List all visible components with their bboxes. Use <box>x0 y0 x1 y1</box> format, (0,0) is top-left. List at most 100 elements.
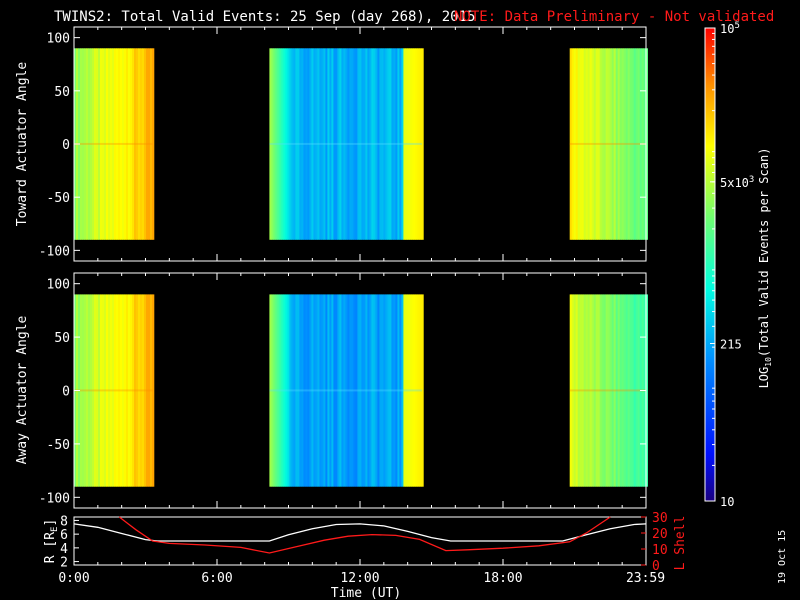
y-tick-label: -100 <box>39 491 70 506</box>
heatmap-column <box>287 294 290 487</box>
heatmap-streak <box>269 389 422 392</box>
heatmap-column <box>387 48 390 240</box>
heatmap-column <box>345 294 348 487</box>
heatmap-column <box>357 294 360 487</box>
heatmap-column <box>379 48 382 240</box>
heatmap-column <box>130 294 133 487</box>
heatmap-column <box>291 48 294 240</box>
heatmap-column <box>591 48 594 240</box>
toward-heatmap-panel: 100 50 0 -50 -100 <box>39 26 648 262</box>
heatmap-column <box>80 48 83 240</box>
heatmap-column <box>313 294 316 487</box>
heatmap-column <box>593 294 596 487</box>
heatmap-column <box>283 48 286 240</box>
heatmap-column <box>373 294 376 487</box>
heatmap-column <box>295 48 298 240</box>
heatmap-column <box>339 294 342 487</box>
heatmap-column <box>285 294 288 487</box>
heatmap-column <box>150 48 153 240</box>
heatmap-column <box>277 48 280 240</box>
heatmap-column <box>409 48 412 240</box>
heatmap-column <box>333 294 336 487</box>
heatmap-column <box>130 48 133 240</box>
heatmap-column <box>279 294 282 487</box>
heatmap-column <box>102 294 105 487</box>
heatmap-column <box>307 294 310 487</box>
heatmap-column <box>403 48 406 240</box>
heatmap-column <box>347 294 350 487</box>
heatmap-column <box>114 294 117 487</box>
heatmap-column <box>627 294 630 487</box>
heatmap-column <box>587 48 590 240</box>
heatmap-column <box>110 48 113 240</box>
heatmap-column <box>399 48 402 240</box>
heatmap-column <box>603 294 606 487</box>
heatmap-column <box>126 48 129 240</box>
heatmap-column <box>345 48 348 240</box>
heatmap-column <box>309 294 312 487</box>
away-heatmap-panel: 100 50 0 -50 -100 <box>39 272 648 509</box>
heatmap-column <box>387 294 390 487</box>
heatmap-column <box>573 48 576 240</box>
heatmap-column <box>593 48 596 240</box>
heatmap-column <box>269 294 272 487</box>
heatmap-column <box>595 48 598 240</box>
heatmap-column <box>124 48 127 240</box>
heatmap-column <box>337 48 340 240</box>
x-tick-label: 18:00 <box>483 571 522 586</box>
heatmap-column <box>271 294 274 487</box>
heatmap-column <box>623 48 626 240</box>
colorbar: 105 5x103 215 10 <box>704 21 754 509</box>
heatmap-column <box>401 48 404 240</box>
heatmap-column <box>86 48 89 240</box>
heatmap-column <box>116 48 119 240</box>
heatmap-column <box>635 294 638 487</box>
heatmap-column <box>283 294 286 487</box>
heatmap-column <box>369 48 372 240</box>
heatmap-column <box>90 48 93 240</box>
y-tick-label: 0 <box>62 385 70 400</box>
heatmap-column <box>379 294 382 487</box>
heatmap-column <box>351 294 354 487</box>
heatmap-column <box>309 48 312 240</box>
heatmap-column <box>150 294 153 487</box>
heatmap-column <box>279 48 282 240</box>
heatmap-column <box>607 48 610 240</box>
y-tick-label: -100 <box>39 244 70 259</box>
heatmap-column <box>132 294 135 487</box>
heatmap-column <box>289 294 292 487</box>
heatmap-column <box>319 294 322 487</box>
heatmap-column <box>88 294 91 487</box>
heatmap-column <box>313 48 316 240</box>
heatmap-column <box>110 294 113 487</box>
heatmap-column <box>617 48 620 240</box>
heatmap-column <box>291 294 294 487</box>
time-axis-label: Time (UT) <box>331 586 401 600</box>
heatmap-column <box>419 48 422 240</box>
heatmap-column <box>297 294 300 487</box>
heatmap-column <box>351 48 354 240</box>
y-tick-label: 50 <box>54 331 70 346</box>
heatmap-streak <box>269 142 422 145</box>
heatmap-column <box>287 48 290 240</box>
heatmap-column <box>94 48 97 240</box>
heatmap-column <box>417 294 420 487</box>
x-tick-label: 0:00 <box>58 571 89 586</box>
heatmap-column <box>307 48 310 240</box>
heatmap-column <box>134 48 137 240</box>
left-y-tick-label: 8 <box>60 514 68 529</box>
heatmap-column <box>86 294 89 487</box>
heatmap-column <box>377 48 380 240</box>
heatmap-column <box>100 48 103 240</box>
heatmap-column <box>403 294 406 487</box>
heatmap-column <box>597 294 600 487</box>
heatmap-column <box>581 48 584 240</box>
heatmap-column <box>140 294 143 487</box>
figure-title: TWINS2: Total Valid Events: 25 Sep (day … <box>54 9 475 25</box>
left-y-tick-label: 4 <box>60 542 68 557</box>
heatmap-column <box>421 294 424 487</box>
right-y-tick-label: 30 <box>652 511 668 526</box>
heatmap-column <box>347 48 350 240</box>
heatmap-column <box>603 48 606 240</box>
heatmap-column <box>391 48 394 240</box>
